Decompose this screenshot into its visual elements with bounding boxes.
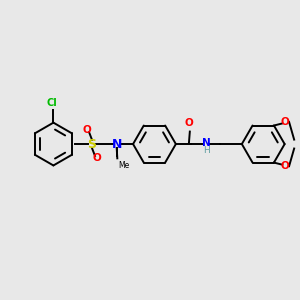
Text: O: O: [281, 161, 290, 171]
Text: O: O: [92, 153, 101, 163]
Text: N: N: [202, 138, 211, 148]
Text: S: S: [88, 138, 97, 151]
Text: O: O: [83, 125, 92, 135]
Text: Me: Me: [118, 161, 129, 170]
Text: Cl: Cl: [47, 98, 58, 108]
Text: N: N: [112, 138, 122, 151]
Text: O: O: [185, 118, 194, 128]
Text: H: H: [203, 146, 209, 154]
Text: O: O: [281, 117, 290, 127]
